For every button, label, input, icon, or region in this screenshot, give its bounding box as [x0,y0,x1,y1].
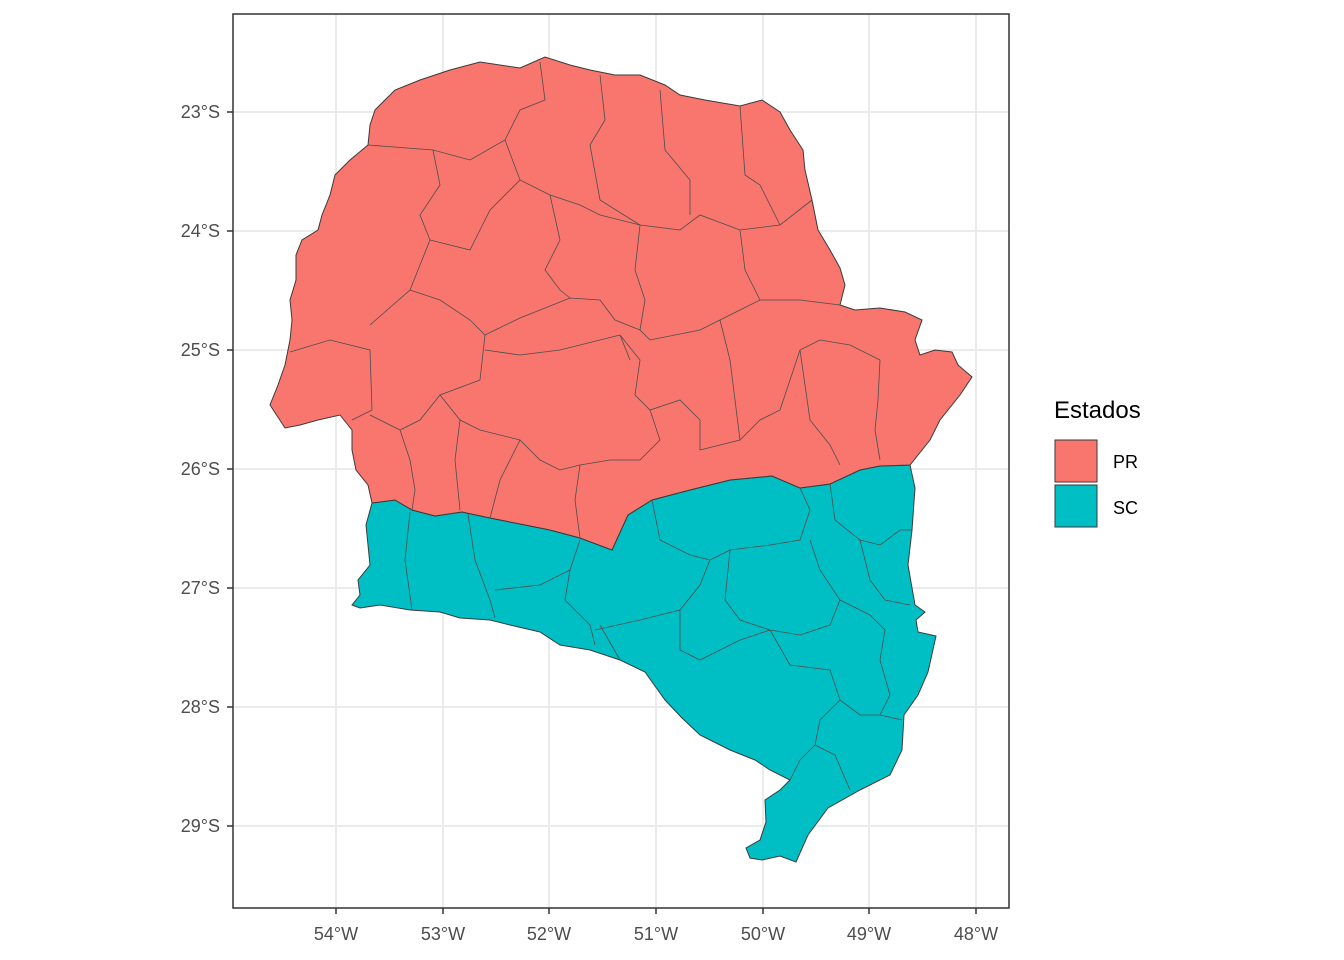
y-tick-label: 23°S [181,102,220,122]
y-axis-labels: 23°S 24°S 25°S 26°S 27°S 28°S 29°S [181,102,220,836]
x-tick-label: 53°W [421,924,465,944]
legend: Estados PR SC [1054,397,1141,528]
plot-border [232,13,1010,909]
x-tick-label: 51°W [634,924,678,944]
legend-label-pr: PR [1113,452,1138,472]
x-tick-label: 50°W [741,924,785,944]
legend-title: Estados [1054,397,1141,424]
y-tick-label: 24°S [181,221,220,241]
y-tick-label: 27°S [181,578,220,598]
y-tick-label: 29°S [181,816,220,836]
axis-ticks [227,111,977,914]
x-axis-labels: 54°W 53°W 52°W 51°W 50°W 49°W 48°W [314,924,998,944]
y-tick-label: 28°S [181,697,220,717]
internal-borders [289,61,912,791]
legend-key-sc [1054,484,1098,528]
legend-label-sc: SC [1113,498,1138,518]
x-tick-label: 52°W [527,924,571,944]
y-tick-label: 25°S [181,340,220,360]
legend-key-pr [1054,439,1098,483]
region-pr [269,56,973,551]
x-tick-label: 49°W [847,924,891,944]
x-tick-label: 54°W [314,924,358,944]
y-tick-label: 26°S [181,459,220,479]
x-tick-label: 48°W [954,924,998,944]
